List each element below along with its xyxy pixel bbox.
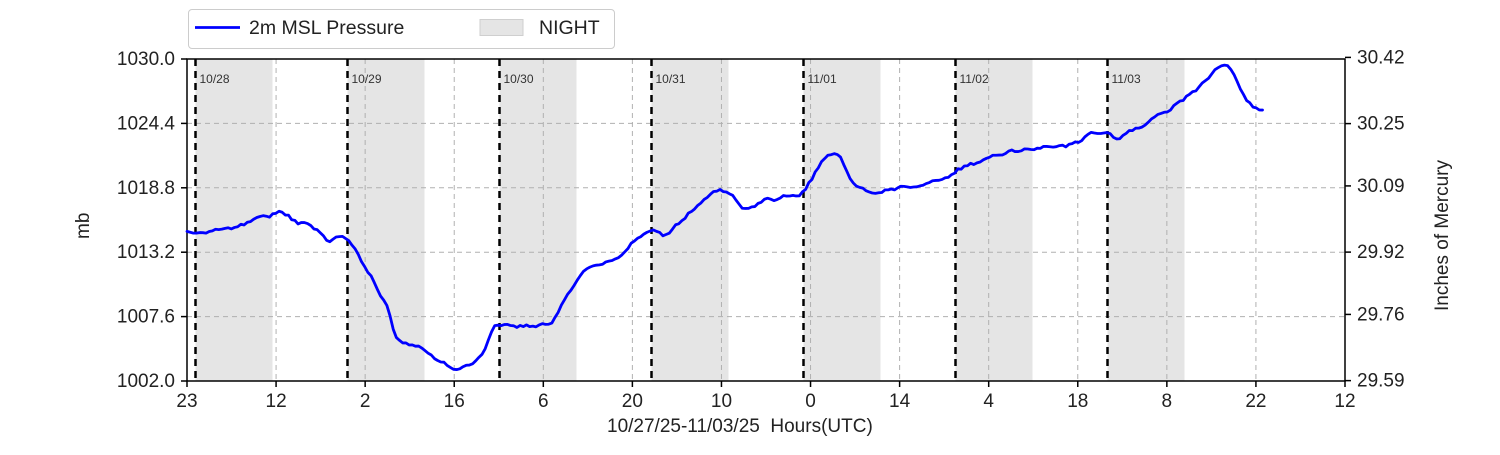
svg-text:2m MSL Pressure: 2m MSL Pressure xyxy=(249,17,404,39)
svg-text:NIGHT: NIGHT xyxy=(539,17,600,39)
